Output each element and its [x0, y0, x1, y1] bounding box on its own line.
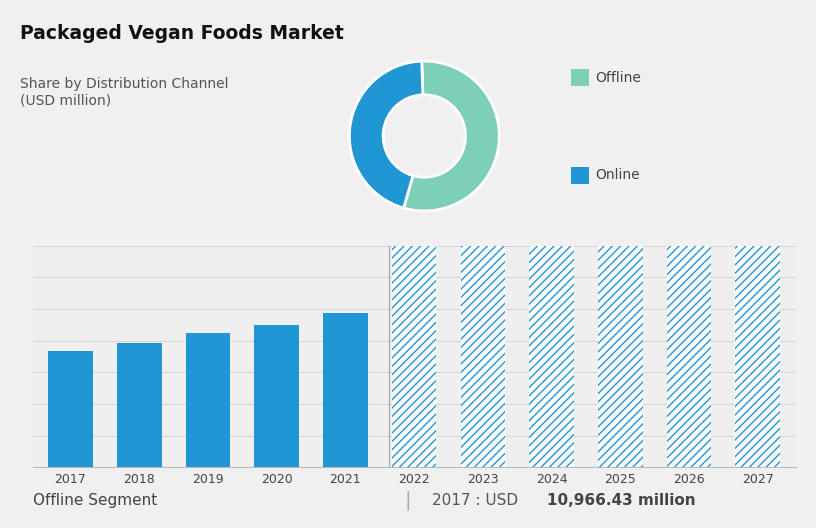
Bar: [117, 343, 162, 467]
Bar: [735, 246, 780, 467]
Text: Offline Segment: Offline Segment: [33, 493, 157, 508]
Text: Offline: Offline: [596, 71, 641, 84]
Wedge shape: [349, 61, 423, 208]
Bar: [185, 333, 230, 467]
Text: Packaged Vegan Foods Market: Packaged Vegan Foods Market: [20, 24, 344, 43]
Bar: [530, 246, 574, 467]
Text: Online: Online: [596, 168, 641, 182]
Bar: [255, 325, 299, 467]
Bar: [323, 313, 368, 467]
Wedge shape: [404, 61, 499, 211]
Bar: [667, 246, 712, 467]
Bar: [392, 246, 437, 467]
Bar: [598, 246, 643, 467]
Text: 10,966.43 million: 10,966.43 million: [547, 493, 695, 508]
Bar: [48, 352, 93, 467]
Bar: [460, 246, 505, 467]
Text: 2017 : USD: 2017 : USD: [432, 493, 524, 508]
Text: |: |: [405, 491, 411, 511]
Text: Share by Distribution Channel
(USD million): Share by Distribution Channel (USD milli…: [20, 77, 229, 107]
